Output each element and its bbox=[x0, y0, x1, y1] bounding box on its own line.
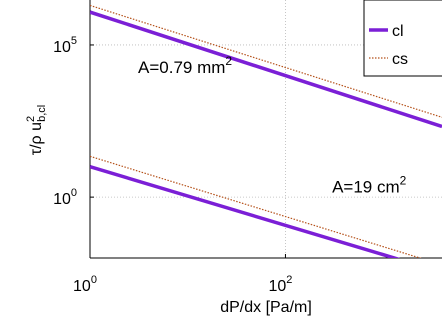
annotation-text: A=19 cm bbox=[332, 178, 400, 197]
annotation-exponent: 2 bbox=[400, 174, 407, 188]
legend: cl cs bbox=[363, 0, 442, 77]
x-tick-label: 100 bbox=[73, 274, 97, 295]
legend-label-cs: cs bbox=[392, 51, 408, 68]
annotation-1: A=19 cm2 bbox=[332, 174, 407, 197]
legend-label-cl: cl bbox=[392, 23, 404, 40]
series-line-cs-3 bbox=[90, 155, 422, 258]
legend-box bbox=[363, 0, 442, 77]
y-tick-exponent: 0 bbox=[71, 187, 77, 199]
x-tick-exponent: 2 bbox=[286, 274, 292, 286]
series-line-cl-0 bbox=[90, 10, 442, 129]
y-tick-exponent: 5 bbox=[71, 35, 77, 47]
y-tick-label: 100 bbox=[53, 187, 77, 208]
y-axis-label: τ/ρ u2b,cl bbox=[25, 105, 48, 155]
annotation-text: A=0.79 mm bbox=[138, 58, 225, 77]
grid bbox=[90, 0, 442, 258]
x-axis-label: dP/dx [Pa/m] bbox=[220, 299, 312, 316]
series-line-cl-2 bbox=[90, 165, 401, 258]
axes bbox=[89, 0, 442, 259]
x-tick-base: 10 bbox=[73, 278, 91, 295]
y-tick-label: 105 bbox=[53, 35, 77, 56]
x-tick-exponent: 0 bbox=[91, 274, 97, 286]
annotation-0: A=0.79 mm2 bbox=[138, 54, 232, 77]
x-tick-base: 10 bbox=[268, 278, 286, 295]
y-axis-label-sup: 2 bbox=[25, 116, 37, 122]
series bbox=[90, 4, 442, 258]
annotation-exponent: 2 bbox=[225, 54, 232, 68]
x-tick-label: 102 bbox=[268, 274, 292, 295]
y-axis-label-sub: b,cl bbox=[36, 105, 48, 122]
y-tick-base: 10 bbox=[53, 39, 71, 56]
y-axis-label-main: τ/ρ u bbox=[28, 122, 45, 155]
y-tick-base: 10 bbox=[53, 191, 71, 208]
